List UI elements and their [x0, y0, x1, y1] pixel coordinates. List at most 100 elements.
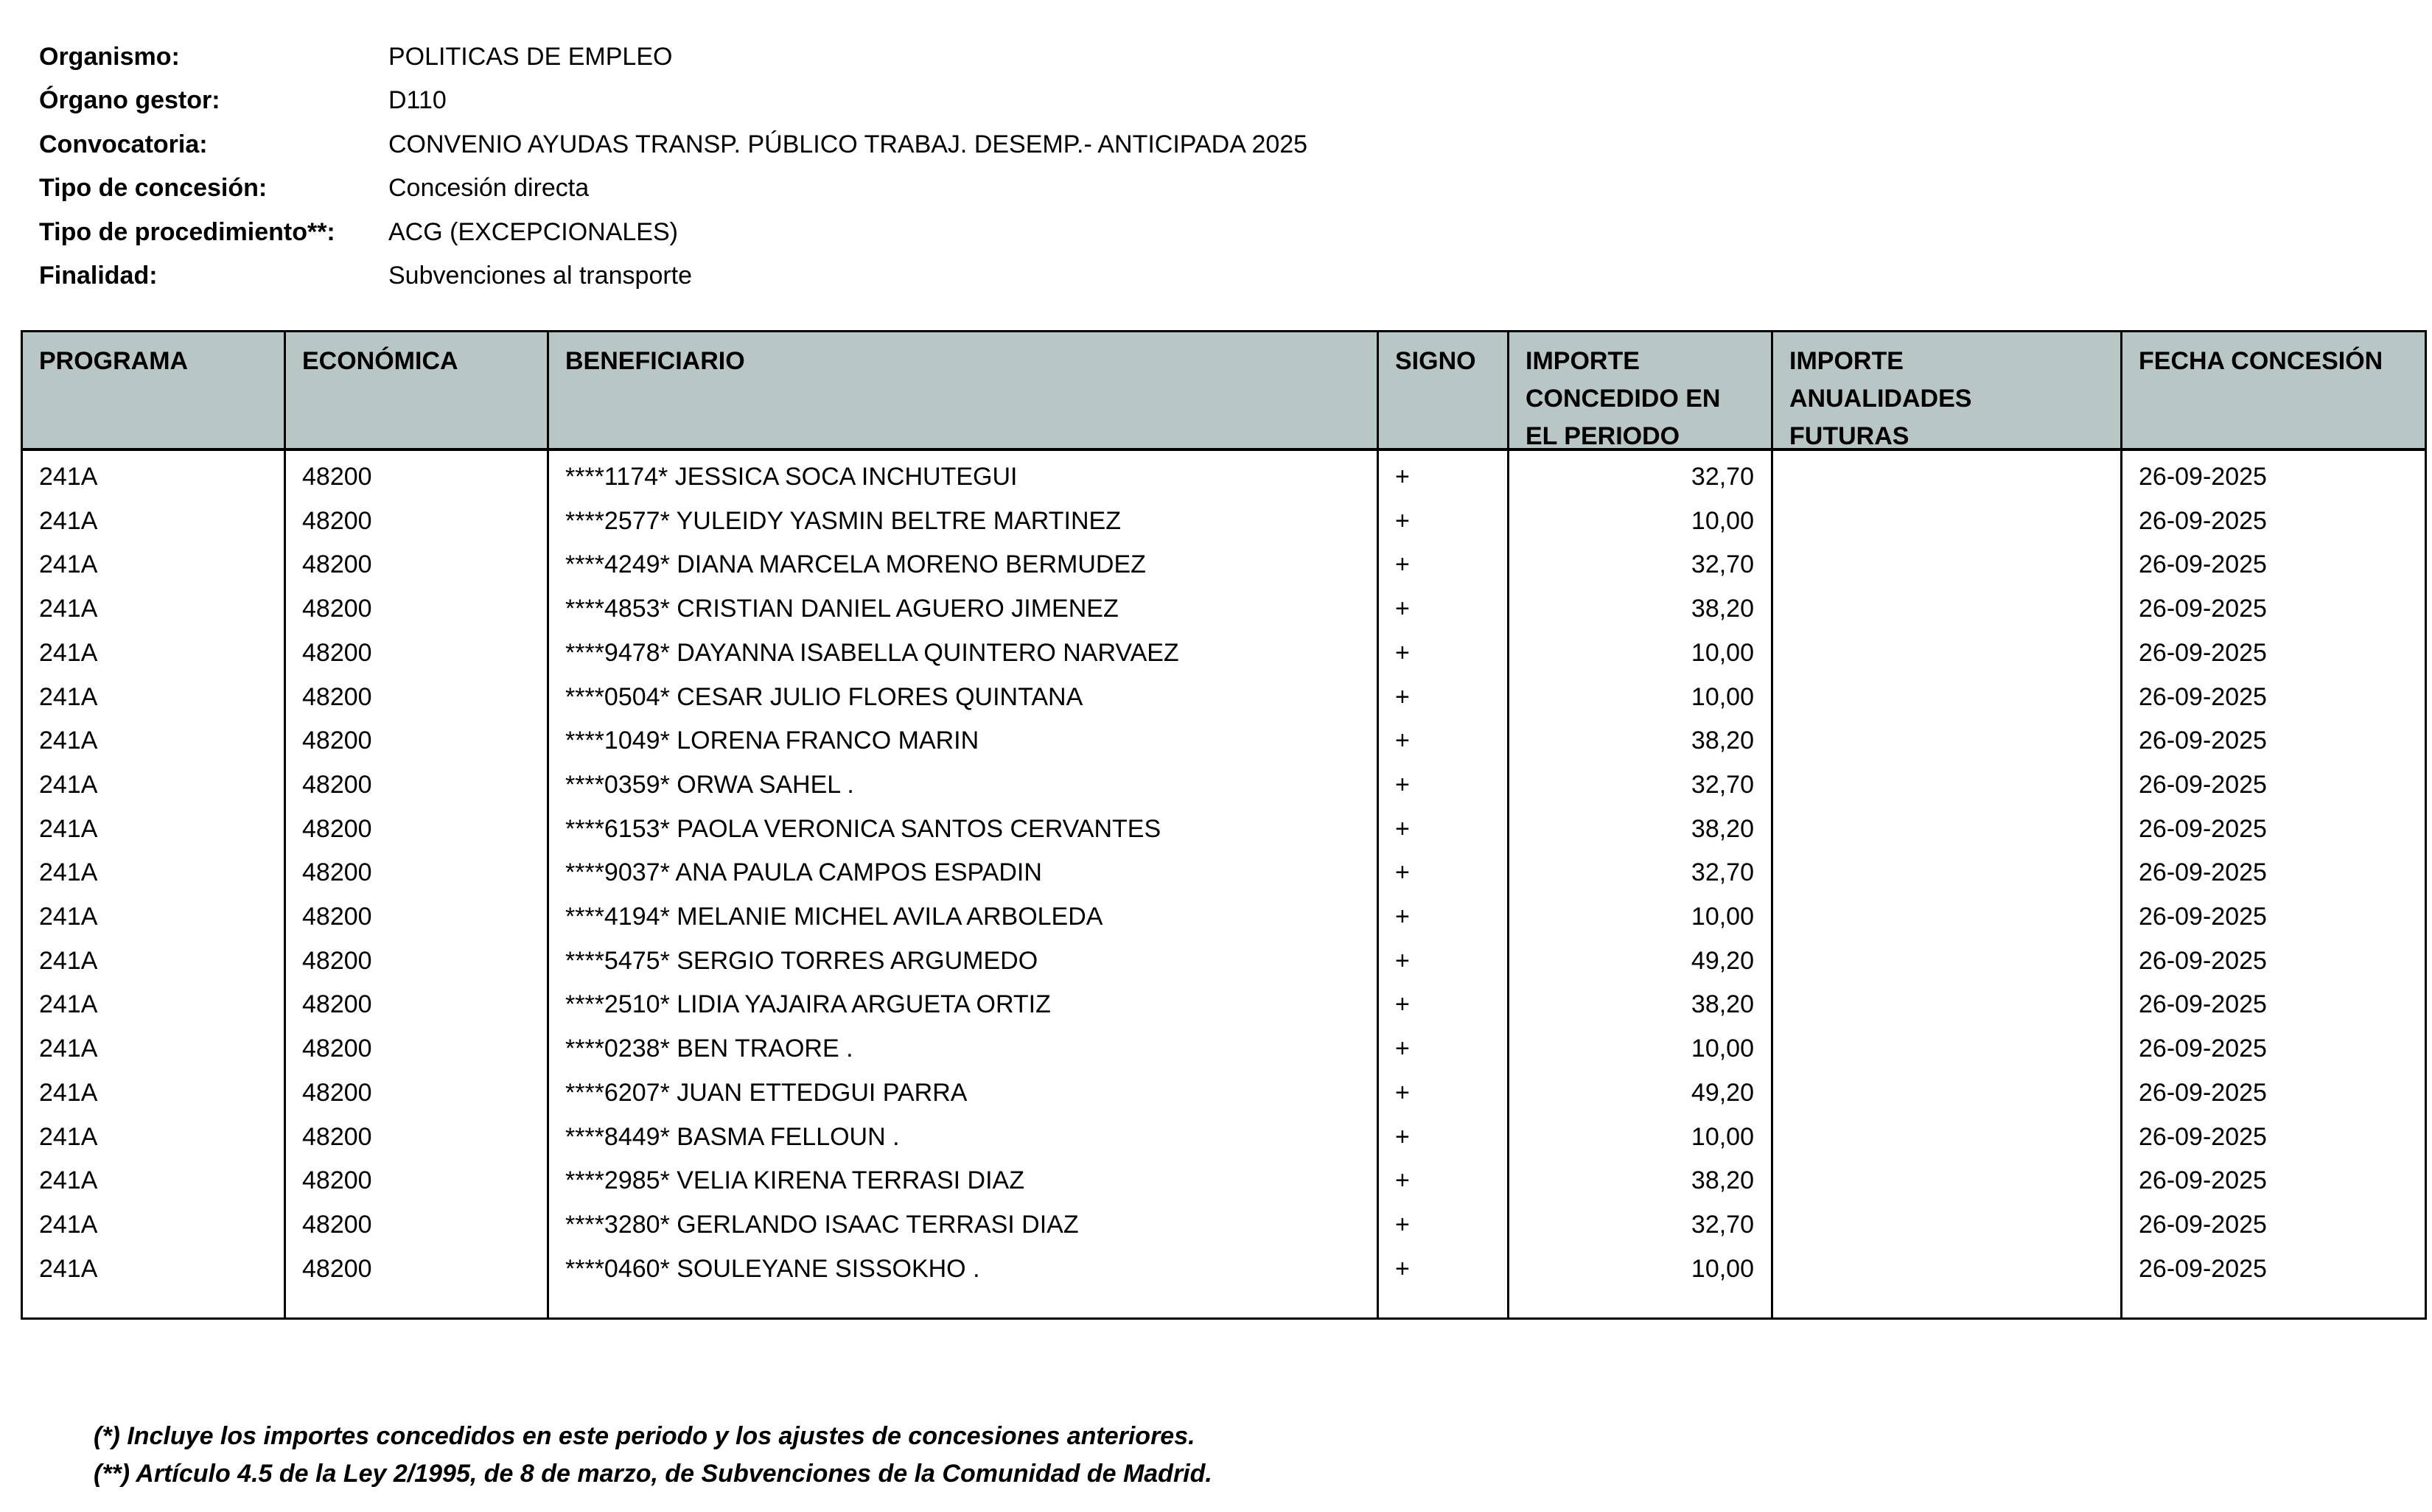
table-row: 241A 48200 ****0359* ORWA SAHEL . +32,70 26-…: [23, 763, 2425, 808]
table-row: 241A 48200 ****4853* CRISTIAN DANIEL AGUER…: [23, 587, 2425, 631]
column-header-text: BENEFICIARIO: [565, 347, 745, 375]
cell-fecha-concesion: 26-09-2025: [2139, 1210, 2267, 1239]
cell-importe-concedido: 38,20: [1691, 727, 1754, 755]
column-header-text: IMPORTE: [1789, 347, 1904, 375]
cell-beneficiario: ****1049* LORENA FRANCO MARIN: [565, 727, 979, 755]
cell-signo: +: [1395, 1254, 1410, 1283]
cell-programa: 241A: [39, 1122, 98, 1151]
cell-fecha-concesion: 26-09-2025: [2139, 990, 2267, 1019]
cell-beneficiario: ****4194* MELANIE MICHEL AVILA ARBOLEDA: [565, 903, 1103, 931]
field-value: POLITICAS DE EMPLEO: [388, 43, 673, 71]
field-value: ACG (EXCEPCIONALES): [388, 217, 678, 246]
field-value: CONVENIO AYUDAS TRANSP. PÚBLICO TRABAJ. …: [388, 130, 1308, 158]
cell-importe-concedido: 32,70: [1691, 550, 1754, 579]
cell-importe-concedido: 38,20: [1691, 990, 1754, 1019]
table-row: 241A 48200 ****1174* JESSICA SOCA INCHUTEG…: [23, 455, 2425, 500]
cell-signo: +: [1395, 1122, 1410, 1151]
cell-signo: +: [1395, 858, 1410, 887]
cell-economica: 48200: [302, 682, 372, 711]
column-header-text: SIGNO: [1395, 347, 1476, 375]
cell-programa: 241A: [39, 463, 98, 491]
column-header-text: FECHA CONCESIÓN: [2139, 347, 2383, 375]
table-row: 241A 48200 ****0504* CESAR JULIO FLORES QU…: [23, 676, 2425, 720]
column-header-text: CONCEDIDO EN: [1526, 385, 1721, 413]
field-label: Tipo de procedimiento**:: [39, 217, 335, 246]
cell-programa: 241A: [39, 1166, 98, 1195]
column-divider: [1771, 332, 1773, 1317]
cell-importe-concedido: 10,00: [1691, 638, 1754, 667]
cell-beneficiario: ****0359* ORWA SAHEL .: [565, 770, 854, 799]
table-row: 241A 48200 ****6207* JUAN ETTEDGUI PARRA +4…: [23, 1071, 2425, 1116]
field-value: Subvenciones al transporte: [388, 262, 693, 290]
cell-importe-concedido: 10,00: [1691, 903, 1754, 931]
field-label: Finalidad:: [39, 262, 158, 290]
cell-beneficiario: ****2577* YULEIDY YASMIN BELTRE MARTINEZ: [565, 506, 1121, 535]
cell-importe-concedido: 10,00: [1691, 1122, 1754, 1151]
field-label: Tipo de concesión:: [39, 174, 268, 203]
cell-economica: 48200: [302, 903, 372, 931]
grants-table: PROGRAMA ECONÓMICA BENEFICIARIO SIGNO IMPORT…: [21, 330, 2427, 1320]
cell-signo: +: [1395, 1078, 1410, 1107]
cell-fecha-concesion: 26-09-2025: [2139, 1166, 2267, 1195]
cell-programa: 241A: [39, 858, 98, 887]
cell-signo: +: [1395, 990, 1410, 1019]
cell-fecha-concesion: 26-09-2025: [2139, 638, 2267, 667]
cell-signo: +: [1395, 550, 1410, 579]
column-header-importe-concedido: IMPORTE CONCEDIDO EN EL PERIODO: [1526, 343, 1720, 455]
cell-importe-concedido: 10,00: [1691, 1254, 1754, 1283]
cell-importe-concedido: 38,20: [1691, 814, 1754, 843]
cell-economica: 48200: [302, 1254, 372, 1283]
column-header-text: IMPORTE: [1526, 347, 1640, 375]
cell-beneficiario: ****2510* LIDIA YAJAIRA ARGUETA ORTIZ: [565, 990, 1051, 1019]
cell-fecha-concesion: 26-09-2025: [2139, 595, 2267, 623]
cell-fecha-concesion: 26-09-2025: [2139, 946, 2267, 975]
column-divider: [1507, 332, 1509, 1317]
cell-fecha-concesion: 26-09-2025: [2139, 1254, 2267, 1283]
table-row: 241A 48200 ****5475* SERGIO TORRES ARGUMED…: [23, 939, 2425, 984]
cell-economica: 48200: [302, 1210, 372, 1239]
cell-beneficiario: ****0504* CESAR JULIO FLORES QUINTANA: [565, 682, 1083, 711]
cell-economica: 48200: [302, 770, 372, 799]
cell-signo: +: [1395, 1035, 1410, 1063]
cell-fecha-concesion: 26-09-2025: [2139, 682, 2267, 711]
cell-programa: 241A: [39, 1035, 98, 1063]
table-row: 241A 48200 ****6153* PAOLA VERONICA SANTOS…: [23, 808, 2425, 852]
table-row: 241A 48200 ****0238* BEN TRAORE . +10,00 26-…: [23, 1027, 2425, 1071]
cell-economica: 48200: [302, 1078, 372, 1107]
table-header: PROGRAMA ECONÓMICA BENEFICIARIO SIGNO IMPORT…: [23, 332, 2425, 451]
column-header-programa: PROGRAMA: [39, 343, 188, 380]
cell-economica: 48200: [302, 814, 372, 843]
cell-fecha-concesion: 26-09-2025: [2139, 1078, 2267, 1107]
cell-programa: 241A: [39, 1254, 98, 1283]
cell-programa: 241A: [39, 638, 98, 667]
cell-importe-concedido: 38,20: [1691, 595, 1754, 623]
cell-programa: 241A: [39, 1210, 98, 1239]
cell-fecha-concesion: 26-09-2025: [2139, 770, 2267, 799]
cell-beneficiario: ****6153* PAOLA VERONICA SANTOS CERVANTE…: [565, 814, 1161, 843]
cell-fecha-concesion: 26-09-2025: [2139, 463, 2267, 491]
cell-programa: 241A: [39, 682, 98, 711]
table-row: 241A 48200 ****2985* VELIA KIRENA TERRASI …: [23, 1159, 2425, 1203]
cell-fecha-concesion: 26-09-2025: [2139, 903, 2267, 931]
column-header-beneficiario: BENEFICIARIO: [565, 343, 745, 380]
cell-signo: +: [1395, 682, 1410, 711]
cell-beneficiario: ****4249* DIANA MARCELA MORENO BERMUDEZ: [565, 550, 1146, 579]
cell-beneficiario: ****4853* CRISTIAN DANIEL AGUERO JIMENEZ: [565, 595, 1119, 623]
cell-fecha-concesion: 26-09-2025: [2139, 1035, 2267, 1063]
cell-programa: 241A: [39, 946, 98, 975]
column-header-signo: SIGNO: [1395, 343, 1476, 380]
cell-economica: 48200: [302, 1122, 372, 1151]
table-row: 241A 48200 ****8449* BASMA FELLOUN . +10,00…: [23, 1116, 2425, 1160]
cell-importe-concedido: 32,70: [1691, 770, 1754, 799]
table-row: 241A 48200 ****4249* DIANA MARCELA MORENO …: [23, 543, 2425, 587]
cell-signo: +: [1395, 1210, 1410, 1239]
column-divider: [1377, 332, 1379, 1317]
column-header-text: ECONÓMICA: [302, 347, 458, 375]
cell-economica: 48200: [302, 595, 372, 623]
cell-beneficiario: ****2985* VELIA KIRENA TERRASI DIAZ: [565, 1166, 1024, 1195]
table-row: 241A 48200 ****2577* YULEIDY YASMIN BELTRE…: [23, 500, 2425, 544]
cell-importe-concedido: 38,20: [1691, 1166, 1754, 1195]
cell-signo: +: [1395, 903, 1410, 931]
column-divider: [284, 332, 286, 1317]
cell-importe-concedido: 10,00: [1691, 506, 1754, 535]
